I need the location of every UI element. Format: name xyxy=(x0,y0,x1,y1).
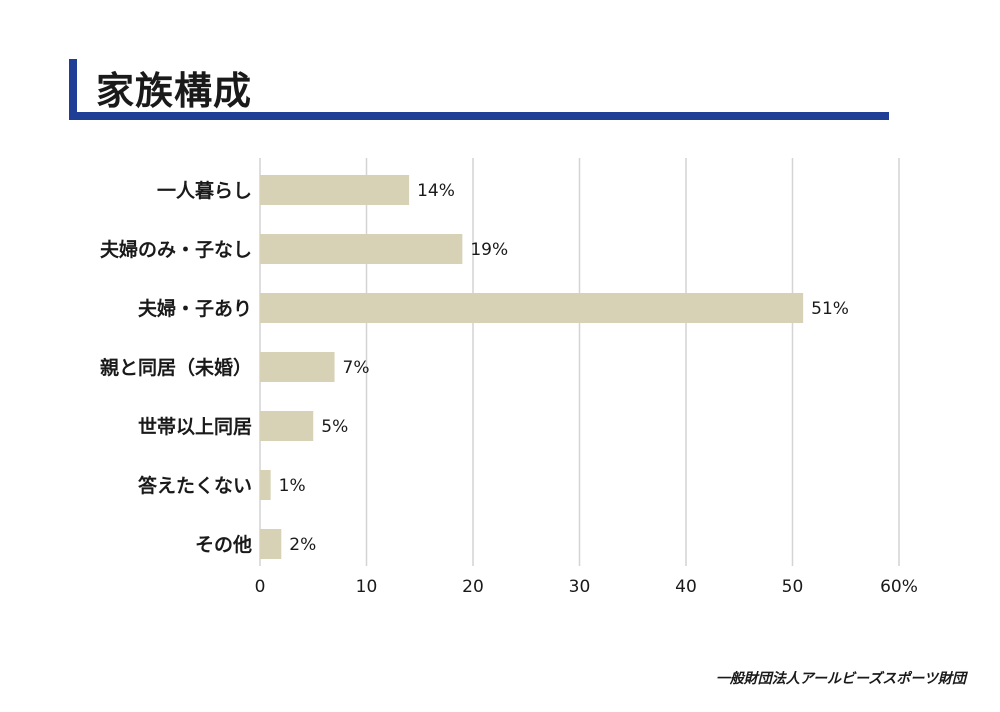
page-title: 家族構成 xyxy=(96,69,253,113)
category-label: 世帯以上同居 xyxy=(138,415,252,438)
data-label: 51% xyxy=(811,299,849,319)
bar xyxy=(260,470,271,500)
category-label: 夫婦・子あり xyxy=(138,297,252,320)
category-label: 答えたくない xyxy=(138,474,252,497)
footer-organization: 一般財団法人アールビーズスポーツ財団 xyxy=(715,671,966,687)
category-label: 親と同居（未婚） xyxy=(100,356,252,379)
x-tick-label: 40 xyxy=(675,577,697,597)
data-label: 1% xyxy=(279,476,306,496)
title-accent-bar xyxy=(69,59,77,120)
data-label: 7% xyxy=(343,358,370,378)
title-underline xyxy=(69,112,889,120)
data-label: 2% xyxy=(289,535,316,555)
x-tick-label: 50 xyxy=(782,577,804,597)
bar xyxy=(260,352,335,382)
x-tick-label: 0 xyxy=(255,577,266,597)
bar xyxy=(260,293,804,323)
bar xyxy=(260,529,282,559)
bar xyxy=(260,234,463,264)
category-label: その他 xyxy=(195,533,252,556)
x-tick-label: 60% xyxy=(880,577,918,597)
bar xyxy=(260,411,314,441)
x-tick-label: 10 xyxy=(356,577,378,597)
x-tick-label: 30 xyxy=(569,577,591,597)
category-label: 一人暮らし xyxy=(157,180,252,202)
data-label: 19% xyxy=(470,240,508,260)
category-label: 夫婦のみ・子なし xyxy=(100,238,252,261)
data-label: 14% xyxy=(417,181,455,201)
data-label: 5% xyxy=(321,417,348,437)
bar xyxy=(260,175,410,205)
x-tick-label: 20 xyxy=(462,577,484,597)
